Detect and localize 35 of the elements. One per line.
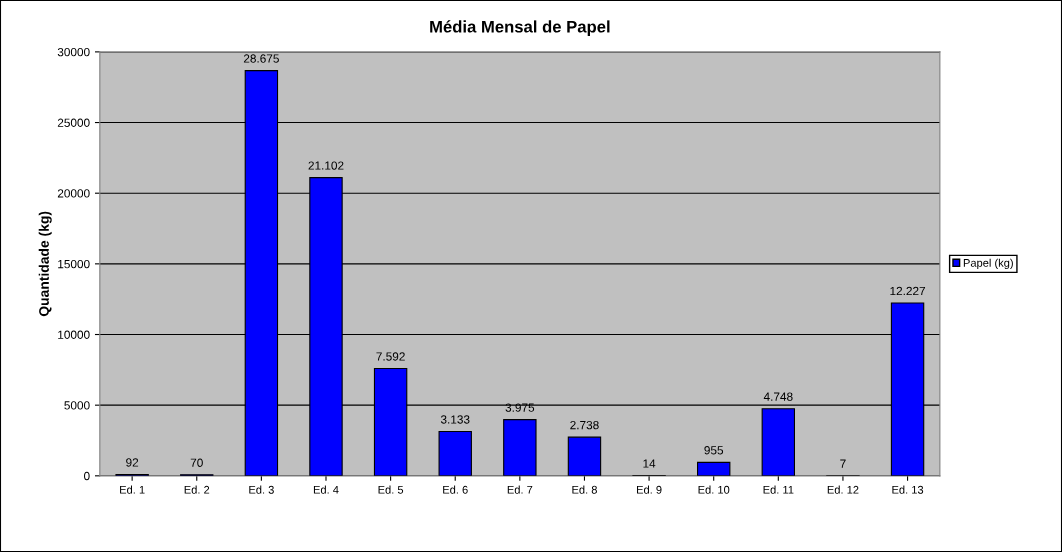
data-label: 12.227 [890,286,926,296]
x-tick-label: Ed. 4 [313,485,339,494]
data-label: 7.592 [376,352,405,361]
x-tick-label: Ed. 6 [443,485,468,494]
data-label: 92 [126,458,139,467]
y-tick-label: 10000 [58,330,90,339]
chart-title: Média Mensal de Papel [430,20,610,36]
x-tick-label: Ed. 2 [184,485,210,494]
data-label: 4.748 [763,392,793,401]
data-label: 70 [190,458,203,467]
y-tick-label: 20000 [57,189,90,198]
data-label: 28.675 [243,54,279,63]
x-tick-label: Ed. 10 [698,485,730,494]
x-tick-label: Ed. 8 [572,485,597,494]
x-tick-label: Ed. 11 [763,485,794,494]
x-tick-label: Ed. 3 [249,485,274,494]
data-label: 955 [704,446,724,455]
x-tick-label: Ed. 9 [637,485,662,494]
y-tick-label: 30000 [57,47,90,57]
x-tick-label: Ed. 13 [892,485,924,494]
y-tick-label: 15000 [58,259,90,269]
legend-label: Papel (kg) [963,258,1013,270]
y-axis-title: Quantidade (kg) [38,211,52,317]
data-label: 7 [840,459,846,468]
x-tick-label: Ed. 7 [507,485,533,494]
data-label: 21.102 [308,161,344,170]
y-tick-label: 5000 [64,401,90,410]
data-label: 3.133 [440,415,470,424]
x-tick-label: Ed. 1 [120,485,145,494]
y-tick-label: 0 [84,471,90,481]
y-tick-label: 25000 [57,118,90,127]
data-label: 2.738 [570,420,599,430]
data-label: 14 [643,459,656,468]
x-tick-label: Ed. 5 [378,485,404,494]
x-tick-label: Ed. 12 [827,485,859,494]
